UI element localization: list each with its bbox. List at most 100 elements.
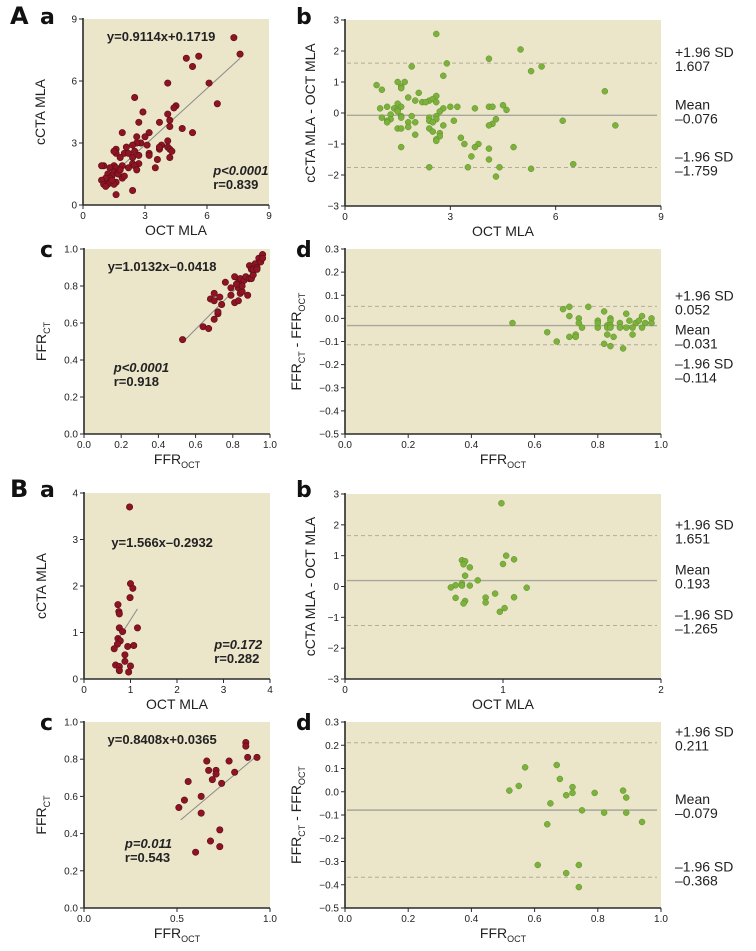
lower-limit-label: –1.96 SD [675, 355, 733, 371]
data-point [466, 582, 474, 589]
y-tick-label: 0.2 [64, 393, 78, 404]
y-axis-title: cCTA MLA [32, 78, 48, 145]
y-tick-label: 0.2 [325, 268, 339, 279]
data-point [208, 776, 216, 784]
data-point [135, 118, 143, 126]
data-point [562, 791, 570, 799]
x-tick-label: 2 [174, 685, 180, 696]
data-point [499, 560, 507, 568]
data-point [126, 503, 134, 511]
mean-limit-value: –0.031 [675, 335, 718, 351]
y-tick-label: −0.3 [319, 383, 339, 394]
data-point [131, 94, 139, 102]
y-tick-label: 2 [333, 47, 339, 58]
data-point [120, 172, 128, 180]
x-tick-label: 0 [342, 685, 348, 696]
data-point [166, 116, 174, 124]
y-axis-title-main: FFR [288, 837, 304, 864]
y-axis-title-mid: - FFR [288, 312, 304, 352]
r-value: r=0.282 [214, 651, 259, 666]
y-tick-label: 3 [333, 490, 339, 501]
panel-a-b: b −3 −2 −1 0 1 2 3 0 3 6 9 OCT MLA cCTA MLA - OCT MLA… [296, 5, 734, 239]
p-value: p<0.0001 [212, 163, 268, 178]
data-point [231, 768, 239, 776]
data-point [566, 312, 573, 320]
data-point [553, 761, 560, 769]
x-tick-label: 0.5 [170, 914, 184, 925]
data-point [569, 160, 577, 168]
data-point [129, 153, 137, 161]
data-point [474, 577, 481, 584]
p-value: p<0.0001 [113, 360, 169, 375]
data-point [638, 324, 646, 331]
y-axis-title-main: cCTA MLA [33, 552, 49, 619]
y-axis-title-main: FFR [33, 807, 49, 834]
r-value: r=0.839 [213, 177, 258, 192]
data-point [429, 119, 437, 126]
plot-area [345, 722, 661, 908]
y-tick-label: 0.4 [64, 829, 78, 840]
data-point [433, 98, 440, 106]
y-tick-label: 6 [71, 77, 77, 88]
data-point [440, 122, 447, 129]
data-point [126, 594, 134, 602]
y-axis-title-main: cCTA MLA [32, 78, 48, 145]
data-point [205, 79, 213, 87]
y-tick-label: −1 [328, 613, 340, 624]
y-axis-title-main: FFR [288, 363, 304, 390]
x-axis-title: FFROCT [480, 451, 527, 470]
regression-line [180, 756, 256, 821]
data-point [203, 757, 211, 765]
data-point [397, 114, 405, 121]
mean-limit-label: Mean [675, 791, 710, 807]
y-tick-label: −0.1 [319, 337, 339, 348]
data-point [116, 153, 124, 161]
data-point [139, 108, 147, 116]
data-point [515, 782, 523, 790]
y-axis-title-sub: CT [42, 321, 52, 333]
data-point [607, 342, 614, 350]
data-point [648, 319, 655, 327]
panel-letter: a [40, 478, 55, 503]
data-point [610, 333, 617, 341]
data-point [116, 166, 124, 174]
y-axis-title-sub: CT [297, 351, 307, 363]
x-axis-title-main: FFR [480, 925, 507, 941]
panel-letter: c [40, 238, 53, 263]
y-tick-label: 1 [72, 628, 78, 639]
data-point [575, 883, 583, 891]
data-point [175, 804, 183, 812]
data-point [527, 67, 535, 75]
lower-limit-label: –1.96 SD [675, 858, 733, 874]
r-value: r=0.543 [125, 850, 170, 865]
y-tick-label: 0.2 [325, 741, 339, 752]
x-tick-label: 3 [221, 685, 227, 696]
data-point [129, 141, 137, 149]
data-point [466, 564, 474, 571]
x-tick-label: 0.4 [464, 440, 478, 451]
x-tick-label: 0.8 [226, 440, 240, 451]
data-point [408, 112, 415, 120]
data-point [619, 345, 627, 352]
y-tick-label: 3 [72, 535, 78, 546]
x-tick-label: 2 [658, 685, 664, 696]
data-point [510, 143, 517, 151]
data-point [108, 176, 116, 184]
panel-a-c: c 0.0 0.2 0.4 0.6 0.8 1.0 0.0 0.2 0.4 0.6 0.8 1.0 FFR… [33, 238, 277, 470]
data-point [114, 601, 122, 609]
x-tick-label: 0.2 [401, 440, 415, 451]
data-point [205, 325, 213, 333]
data-point [591, 789, 598, 797]
data-point [127, 662, 135, 670]
data-point [506, 787, 513, 794]
data-point [118, 129, 126, 137]
y-tick-label: 3 [71, 139, 77, 150]
data-point [503, 106, 510, 114]
data-point [569, 789, 576, 797]
data-point [110, 645, 118, 653]
data-point [218, 779, 226, 787]
data-point [600, 308, 608, 315]
data-point [119, 628, 127, 636]
y-tick-label: 0.8 [64, 755, 78, 766]
data-point [383, 103, 391, 111]
